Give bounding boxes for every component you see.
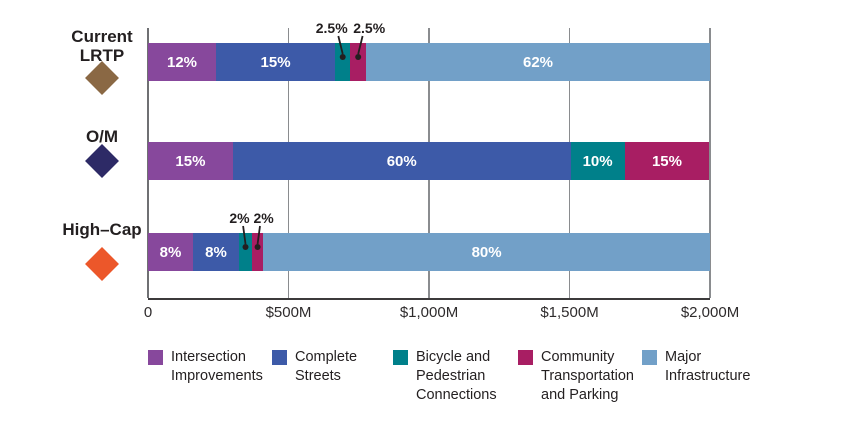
x-tick-label-500m: $500M: [265, 304, 312, 321]
segment-value-label: 15%: [175, 152, 206, 170]
callout-label-community-transportation-and-parking: 2.5%: [353, 20, 386, 36]
row-label-high-cap: High–Cap: [62, 220, 142, 239]
segment-value-label: 15%: [260, 53, 291, 71]
bar-current-lrtp: 12% 15% 62%: [148, 43, 710, 81]
legend-label: Major Infrastructure: [665, 349, 751, 384]
legend-label: Bicycle and Pedestrian Connections: [416, 349, 497, 403]
diamond-marker-o-m: [85, 144, 119, 178]
segment-value-label: 80%: [471, 243, 502, 261]
diamond-marker-high-cap: [85, 247, 119, 281]
gridline-2-000m: [709, 28, 711, 298]
legend-item-major-infrastructure: Major Infrastructure: [642, 348, 765, 386]
segment-current-lrtp-complete-streets: 15%: [216, 43, 336, 81]
legend-label: Intersection Improvements: [171, 349, 263, 384]
x-tick-label-2-000m: $2,000M: [680, 304, 740, 321]
legend-swatch-complete-streets: [272, 350, 287, 365]
segment-value-label: 12%: [166, 53, 198, 71]
segment-value-label: 8%: [159, 243, 182, 261]
x-tick-label-1-500m: $1,500M: [540, 304, 599, 321]
segment-value-label: 60%: [386, 152, 417, 170]
callout-label-bicycle-and-pedestrian-connections: 2%: [229, 210, 250, 226]
segment-o-m-community-transportation-and-parking: 15%: [624, 142, 710, 180]
legend-swatch-community-transportation-and-parking: [518, 350, 533, 365]
segment-high-cap-bicycle-and-pedestrian-connections: [239, 233, 252, 271]
legend-label: Complete Streets: [295, 349, 358, 384]
segment-value-label: 62%: [523, 53, 554, 71]
legend-item-bicycle-and-pedestrian-connections: Bicycle and Pedestrian Connections: [393, 348, 508, 405]
segment-value-label: 10%: [582, 152, 613, 170]
legend-label: Community Transportation and Parking: [541, 349, 634, 403]
bar-high-cap: 8% 8% 80%: [148, 233, 710, 271]
legend-swatch-bicycle-and-pedestrian-connections: [393, 350, 408, 365]
segment-value-label: 8%: [205, 243, 227, 261]
segment-current-lrtp-intersection-improvements: 12%: [148, 43, 216, 81]
legend-swatch-intersection-improvements: [148, 350, 163, 365]
segment-current-lrtp-community-transportation-and-parking: [350, 43, 367, 81]
segment-high-cap-community-transportation-and-parking: [251, 233, 264, 271]
row-label-o-m: O/M: [85, 127, 119, 146]
segment-current-lrtp-major-infrastructure: 62%: [366, 43, 710, 81]
segment-high-cap-intersection-improvements: 8%: [148, 233, 193, 271]
x-tick-label-0: 0: [143, 304, 153, 321]
diamond-marker-current-lrtp: [85, 61, 119, 95]
callout-label-bicycle-and-pedestrian-connections: 2.5%: [315, 20, 348, 36]
segment-o-m-complete-streets: 60%: [232, 142, 571, 180]
segment-o-m-intersection-improvements: 15%: [148, 142, 233, 180]
segment-value-label: 15%: [651, 152, 682, 170]
x-tick-label-1-000m: $1,000M: [399, 304, 459, 321]
legend-item-complete-streets: Complete Streets: [272, 348, 369, 386]
callout-label-community-transportation-and-parking: 2%: [253, 210, 274, 226]
legend-swatch-major-infrastructure: [642, 350, 657, 365]
row-label-current-lrtp: Current LRTP: [71, 27, 133, 65]
x-axis-line: [148, 298, 710, 300]
segment-o-m-bicycle-and-pedestrian-connections: 10%: [570, 142, 625, 180]
bar-o-m: 15% 60% 10% 15%: [148, 142, 710, 180]
segment-high-cap-complete-streets: 8%: [192, 233, 240, 271]
legend-item-intersection-improvements: Intersection Improvements: [148, 348, 271, 386]
segment-current-lrtp-bicycle-and-pedestrian-connections: [335, 43, 351, 81]
segment-high-cap-major-infrastructure: 80%: [263, 233, 710, 271]
legend-item-community-transportation-and-parking: Community Transportation and Parking: [518, 348, 657, 405]
